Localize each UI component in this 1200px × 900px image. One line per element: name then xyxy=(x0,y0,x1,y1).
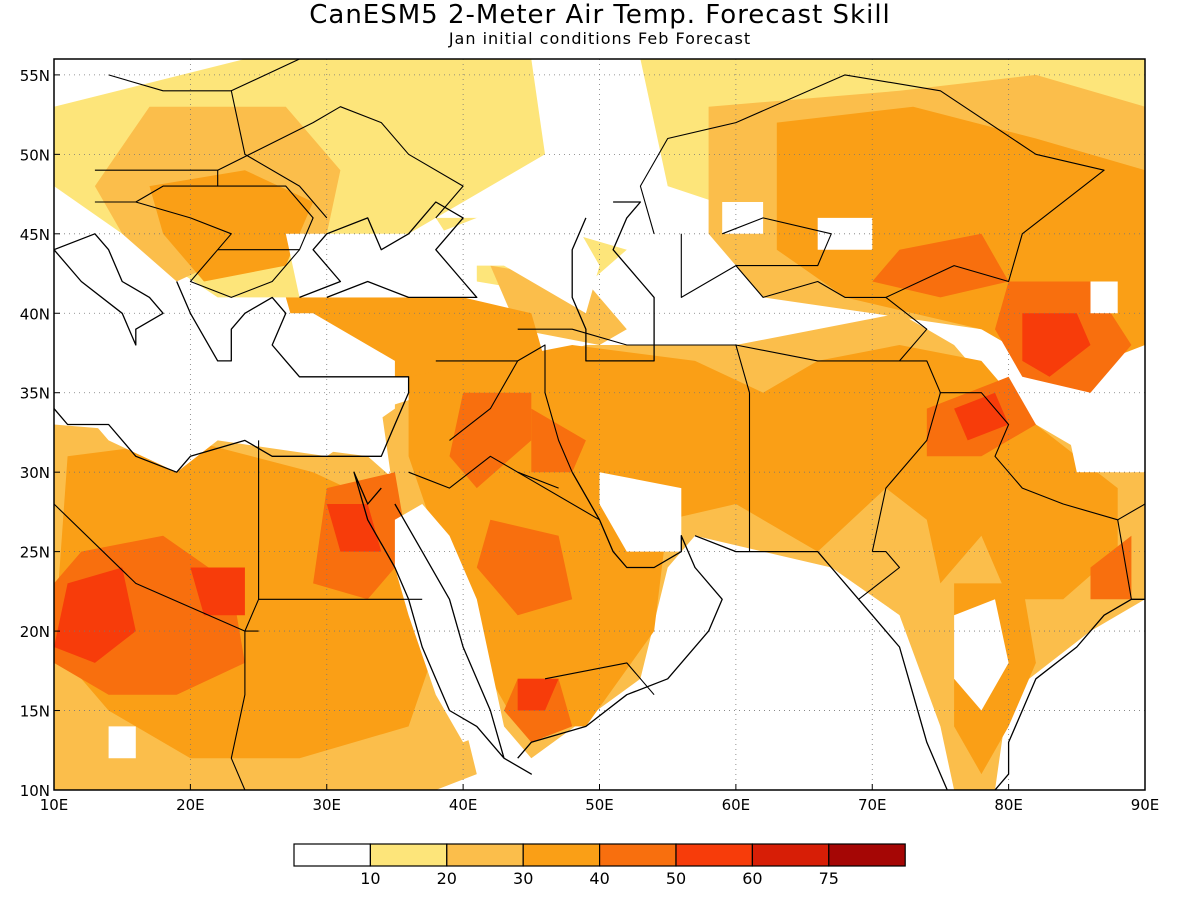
skill-region-level-0 xyxy=(394,504,504,743)
country-border xyxy=(435,360,519,441)
lon-tick-label: 60E xyxy=(722,796,751,814)
country-border xyxy=(1117,519,1132,600)
lon-tick-label: 30E xyxy=(312,796,341,814)
coastline xyxy=(54,281,410,473)
skill-region-level-0 xyxy=(1090,281,1118,314)
country-border xyxy=(858,551,901,600)
country-border xyxy=(231,59,354,92)
country-border xyxy=(517,471,600,521)
lat-tick-label: 30N xyxy=(20,464,50,482)
country-border xyxy=(544,662,655,696)
map-gridlines xyxy=(54,59,1145,790)
latitude-axis: 10N 15N 20N 25N 30N 35N 40N 45N 50N 55N xyxy=(20,67,60,800)
colorbar-swatch xyxy=(293,843,372,867)
colorbar-label: 20 xyxy=(437,869,457,888)
skill-region-level-0 xyxy=(108,726,136,759)
lon-tick-label: 70E xyxy=(858,796,887,814)
skill-region-level-0 xyxy=(599,472,682,552)
skill-region-level-0 xyxy=(722,202,764,234)
lat-tick-label: 15N xyxy=(20,703,50,721)
map-outlines xyxy=(54,59,1145,790)
country-border xyxy=(735,344,941,552)
colorbar-label: 60 xyxy=(742,869,762,888)
chart-title: CanESM5 2-Meter Air Temp. Forecast Skill xyxy=(309,0,891,30)
lat-tick-label: 35N xyxy=(20,385,50,403)
skill-region-level-5 xyxy=(190,567,245,616)
skill-region-level-4 xyxy=(449,392,532,489)
skill-region-level-5 xyxy=(1022,313,1091,377)
colorbar-swatch xyxy=(446,843,524,867)
country-border xyxy=(108,74,328,219)
lat-tick-label: 10N xyxy=(20,782,50,800)
lon-tick-label: 20E xyxy=(176,796,205,814)
colorbar-label: 40 xyxy=(589,869,609,888)
lat-tick-label: 55N xyxy=(20,67,50,85)
colorbar-label: 50 xyxy=(666,869,686,888)
skill-region-level-4 xyxy=(872,233,1009,298)
country-border xyxy=(517,344,573,473)
country-border xyxy=(217,106,464,219)
colorbar-label: 75 xyxy=(819,869,839,888)
skill-region-level-3 xyxy=(149,170,314,282)
colorbar-swatch xyxy=(828,843,906,867)
country-border xyxy=(230,440,260,790)
country-border xyxy=(680,233,886,298)
lon-tick-label: 90E xyxy=(1131,796,1160,814)
skill-region-level-5 xyxy=(326,504,382,552)
lon-tick-label: 40E xyxy=(449,796,478,814)
colorbar-swatch xyxy=(675,843,754,867)
skill-region-level-4 xyxy=(1090,535,1132,600)
coastline xyxy=(994,598,1145,790)
country-border xyxy=(639,74,1105,362)
coastline xyxy=(694,535,948,790)
lon-tick-label: 80E xyxy=(994,796,1023,814)
country-border xyxy=(217,185,314,251)
skill-region-level-0 xyxy=(1063,408,1145,473)
lat-tick-label: 20N xyxy=(20,623,50,641)
country-border xyxy=(722,217,832,267)
colorbar-swatch xyxy=(751,843,830,867)
colorbar-swatch xyxy=(522,843,601,867)
skill-region-level-0 xyxy=(954,599,1009,711)
lat-tick-label: 50N xyxy=(20,146,50,164)
colorbar-label: 10 xyxy=(360,869,380,888)
lon-tick-label: 50E xyxy=(585,796,614,814)
lat-tick-label: 45N xyxy=(20,226,50,244)
skill-region-level-0 xyxy=(367,186,600,314)
coastline xyxy=(571,201,655,362)
coastline xyxy=(54,233,164,346)
country-border xyxy=(940,392,1145,521)
skill-region-level-5 xyxy=(954,392,1009,441)
lat-tick-label: 40N xyxy=(20,305,50,323)
colorbar-label: 30 xyxy=(513,869,533,888)
chart-subtitle: Jan initial conditions Feb Forecast xyxy=(448,29,752,48)
coastline xyxy=(299,201,478,299)
lat-tick-label: 25N xyxy=(20,544,50,562)
skill-region-level-4 xyxy=(476,519,573,616)
lon-tick-label: 10E xyxy=(40,796,69,814)
coastline xyxy=(353,471,532,775)
coastline xyxy=(517,471,723,759)
skill-region-level-5 xyxy=(517,678,559,711)
longitude-axis: 10E 20E 30E 40E 50E 60E 70E 80E 90E xyxy=(40,784,1160,814)
country-border xyxy=(54,503,259,632)
colorbar-swatch xyxy=(369,843,448,867)
colorbar: 10 20 30 40 50 60 75 xyxy=(293,843,906,888)
country-border xyxy=(135,201,300,298)
colorbar-swatch xyxy=(598,843,677,867)
country-border xyxy=(408,455,559,489)
skill-region-level-5 xyxy=(54,567,136,663)
skill-region-level-0 xyxy=(67,313,395,473)
